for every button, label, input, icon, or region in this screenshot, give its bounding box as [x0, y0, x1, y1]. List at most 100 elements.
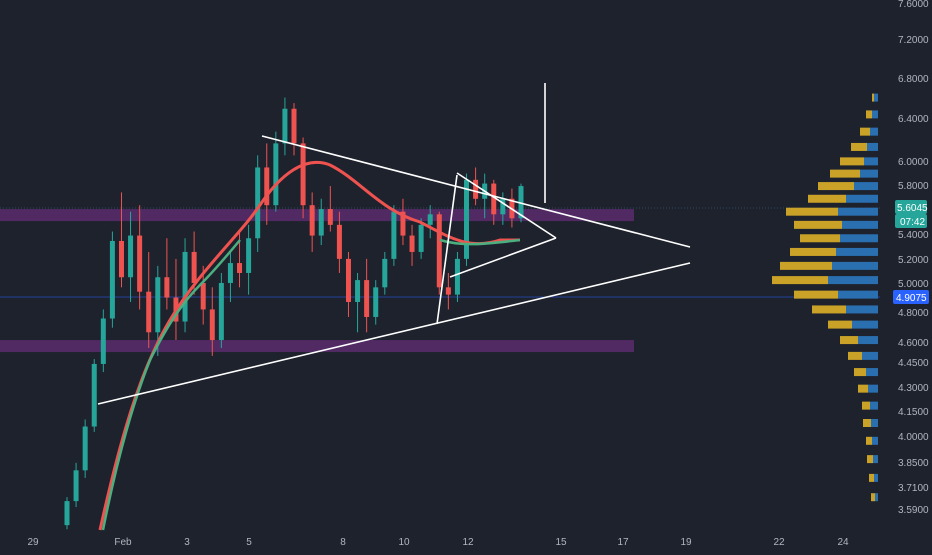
candle-body-6 — [109, 240, 115, 319]
profile-bar-down-14 — [772, 276, 828, 285]
candle-body-28 — [309, 205, 315, 236]
candle-body-49 — [500, 198, 506, 215]
x-tick-label-12: 24 — [837, 537, 849, 548]
y-tick-label-18: 3.5900 — [898, 505, 929, 516]
x-tick-label-8: 15 — [555, 537, 567, 548]
profile-bar-down-16 — [812, 305, 846, 314]
profile-bar-up-19 — [862, 351, 878, 360]
profile-bar-up-26 — [874, 473, 878, 482]
candle-body-3 — [82, 426, 88, 471]
candle-body-51 — [518, 186, 524, 219]
profile-bar-down-12 — [790, 247, 836, 256]
candle-body-2 — [73, 470, 79, 502]
y-tick-label-2: 7.2000 — [898, 35, 929, 46]
y-tick-label-5: 6.0000 — [898, 157, 929, 168]
profile-bar-up-9 — [838, 207, 878, 216]
x-tick-label-2: Feb — [114, 537, 132, 548]
profile-bar-down-20 — [854, 368, 866, 377]
pennant-upper — [456, 172, 557, 239]
x-tick-label-5: 8 — [340, 537, 346, 548]
candle-body-27 — [300, 143, 306, 206]
candle-body-25 — [282, 108, 288, 144]
profile-bar-up-16 — [846, 305, 878, 314]
profile-bar-down-5 — [840, 157, 864, 166]
y-tick-label-6: 5.8000 — [898, 181, 929, 192]
candle-body-11 — [155, 277, 161, 333]
zone-band-2 — [0, 340, 634, 353]
y-tick-label-12: 4.4500 — [898, 358, 929, 369]
candle-body-16 — [200, 282, 206, 310]
candle-body-48 — [491, 183, 497, 215]
y-tick-label-8: 5.2000 — [898, 255, 929, 266]
profile-bar-up-27 — [875, 493, 878, 502]
candle-body-42 — [436, 214, 442, 288]
x-tick-label-6: 10 — [398, 537, 410, 548]
profile-bar-down-4 — [851, 142, 867, 151]
profile-bar-up-1 — [874, 93, 878, 102]
x-tick-label-3: 3 — [184, 537, 190, 548]
profile-bar-down-2 — [866, 110, 872, 119]
profile-bar-down-13 — [780, 261, 832, 270]
current-price-badge — [895, 200, 927, 214]
profile-bar-up-6 — [860, 169, 878, 178]
candle-body-34 — [364, 280, 370, 317]
y-tick-label-11: 4.6000 — [898, 338, 929, 349]
profile-bar-down-6 — [830, 169, 860, 178]
profile-bar-up-3 — [870, 127, 878, 136]
profile-bar-down-11 — [800, 234, 840, 243]
y-tick-label-14: 4.1500 — [898, 407, 929, 418]
candle-body-46 — [473, 179, 479, 199]
candle-body-44 — [454, 258, 460, 295]
profile-bar-down-9 — [786, 207, 838, 216]
candle-body-14 — [182, 251, 188, 322]
profile-bar-up-8 — [846, 194, 878, 203]
profile-bar-up-7 — [854, 182, 878, 191]
trendline-lower — [97, 262, 691, 405]
profile-bar-up-4 — [867, 142, 878, 151]
profile-bar-up-15 — [838, 290, 878, 299]
candle-body-12 — [164, 277, 170, 298]
x-tick-label-1: 29 — [27, 537, 39, 548]
x-tick-label-9: 17 — [617, 537, 629, 548]
candle-body-24 — [273, 143, 279, 206]
candle-body-17 — [209, 309, 215, 341]
profile-bar-down-25 — [867, 455, 873, 464]
candle-body-41 — [427, 214, 433, 225]
candle-body-20 — [237, 263, 243, 273]
profile-bar-down-1 — [872, 93, 874, 102]
profile-bar-down-17 — [828, 320, 852, 329]
countdown-label: 07:42 — [900, 217, 925, 228]
x-tick-label-4: 5 — [246, 537, 252, 548]
profile-bar-up-20 — [866, 368, 878, 377]
candle-body-15 — [191, 251, 197, 283]
profile-bar-down-18 — [840, 336, 858, 345]
candle-body-1 — [64, 501, 70, 526]
candle-body-31 — [336, 224, 342, 259]
y-tick-label-10: 4.8000 — [898, 308, 929, 319]
profile-bar-down-10 — [794, 220, 842, 229]
profile-bar-down-24 — [866, 436, 872, 445]
profile-bar-up-2 — [872, 110, 878, 119]
profile-bar-down-27 — [871, 493, 875, 502]
profile-bar-down-26 — [869, 473, 874, 482]
candle-body-9 — [137, 235, 143, 292]
trendline-upper — [261, 135, 691, 248]
candle-body-35 — [373, 287, 379, 317]
candle-body-5 — [100, 318, 106, 364]
x-tick-label-11: 22 — [773, 537, 785, 548]
profile-bar-up-24 — [872, 436, 878, 445]
candle-body-32 — [345, 258, 351, 302]
candle-body-40 — [418, 224, 424, 252]
profile-bar-down-21 — [858, 384, 868, 393]
profile-bar-up-5 — [864, 157, 878, 166]
y-tick-label-4: 6.4000 — [898, 114, 929, 125]
profile-bar-down-15 — [794, 290, 838, 299]
y-tick-label-17: 3.7100 — [898, 483, 929, 494]
profile-bar-down-23 — [863, 419, 871, 427]
candle-body-45 — [464, 179, 470, 259]
candle-body-29 — [318, 209, 324, 236]
candle-body-18 — [218, 282, 224, 341]
y-tick-label-15: 4.0000 — [898, 432, 929, 443]
